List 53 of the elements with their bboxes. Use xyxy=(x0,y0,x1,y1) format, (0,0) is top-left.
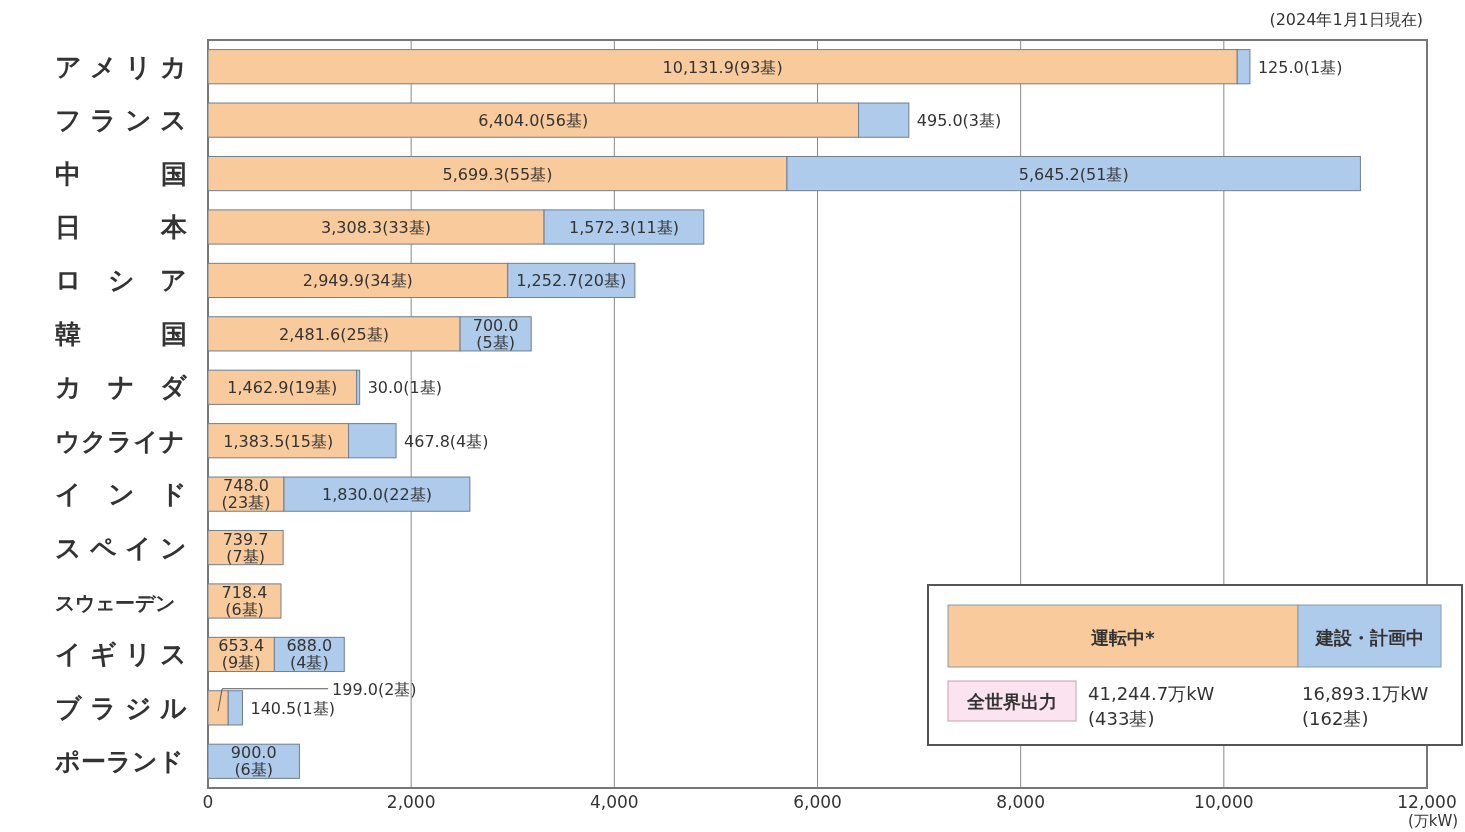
data-label: 2,949.9(34基) xyxy=(302,271,413,291)
data-label: 5,699.3(55基) xyxy=(442,164,553,184)
data-label: 199.0(2基) xyxy=(332,679,417,699)
y-tick-label: インド xyxy=(55,479,187,510)
y-tick-label: ブラジル xyxy=(55,692,187,723)
data-label: 900.0(6基) xyxy=(230,743,277,780)
y-tick-label: スウェーデン xyxy=(55,591,175,615)
data-label: 30.0(1基) xyxy=(367,378,442,398)
y-tick-label: 韓国 xyxy=(55,318,187,349)
data-label: 1,572.3(11基) xyxy=(568,218,679,237)
x-tick-label: 8,000 xyxy=(996,792,1045,812)
y-tick-label: ウクライナ xyxy=(55,426,185,456)
data-label: 467.8(4基) xyxy=(404,431,489,451)
x-tick-label: 2,000 xyxy=(386,792,436,812)
data-label: 1,462.9(19基) xyxy=(227,378,338,398)
y-tick-label: 中国 xyxy=(55,158,187,189)
text: (2024年1月1日現在) xyxy=(1269,10,1423,29)
data-label: 125.0(1基) xyxy=(1257,57,1343,77)
data-label: 5,645.2(51基) xyxy=(1018,164,1129,184)
annotation: 41,244.7万kW (433基) xyxy=(1088,683,1215,729)
x-tick-label: 0 xyxy=(202,792,214,812)
annotation: 全世界出力 xyxy=(966,691,1057,712)
y-tick-label: ロシア xyxy=(55,265,187,296)
data-label: 700.0(5基) xyxy=(472,315,519,352)
data-label: 1,383.5(15基) xyxy=(223,431,334,451)
text: 運転中* xyxy=(1091,627,1155,648)
x-tick-label: 4,000 xyxy=(590,792,639,812)
y-tick-label: アメリカ xyxy=(55,51,187,82)
text: 建設・計画中 xyxy=(1315,627,1424,648)
y-tick-label: イギリス xyxy=(55,639,187,670)
data-label: 495.0(3基) xyxy=(916,111,1002,131)
data-label: 739.7(7基) xyxy=(222,529,269,566)
x-tick-label: 12,000 xyxy=(1397,792,1457,812)
data-label: 2,481.6(25基) xyxy=(279,324,390,344)
data-label: 3,308.3(33基) xyxy=(321,218,431,237)
y-tick-label: 日本 xyxy=(55,212,188,242)
annotation: 16,893.1万kW (162基) xyxy=(1302,683,1429,729)
x-tick-label: 6,000 xyxy=(793,792,842,812)
data-label: 748.0(23基) xyxy=(221,476,271,513)
y-tick-label: ポーランド xyxy=(54,747,184,777)
data-label: 653.4(9基) xyxy=(218,636,265,673)
data-label: 1,252.7(20基) xyxy=(516,271,627,291)
data-label: 1,830.0(22基) xyxy=(321,485,432,505)
y-tick-label: フランス xyxy=(55,105,187,136)
x-tick-label: 10,000 xyxy=(1194,792,1254,812)
y-tick-label: スペイン xyxy=(55,532,187,563)
data-label: 140.5(1基) xyxy=(250,698,335,718)
data-label: 688.0(4基) xyxy=(286,636,333,673)
data-label: 10,131.9(93基) xyxy=(662,57,783,77)
data-label: 6,404.0(56基) xyxy=(478,111,589,131)
x-axis-title: (万kW) xyxy=(1407,812,1459,830)
y-tick-label: カナダ xyxy=(55,372,188,403)
data-label: 718.4(6基) xyxy=(221,583,268,619)
